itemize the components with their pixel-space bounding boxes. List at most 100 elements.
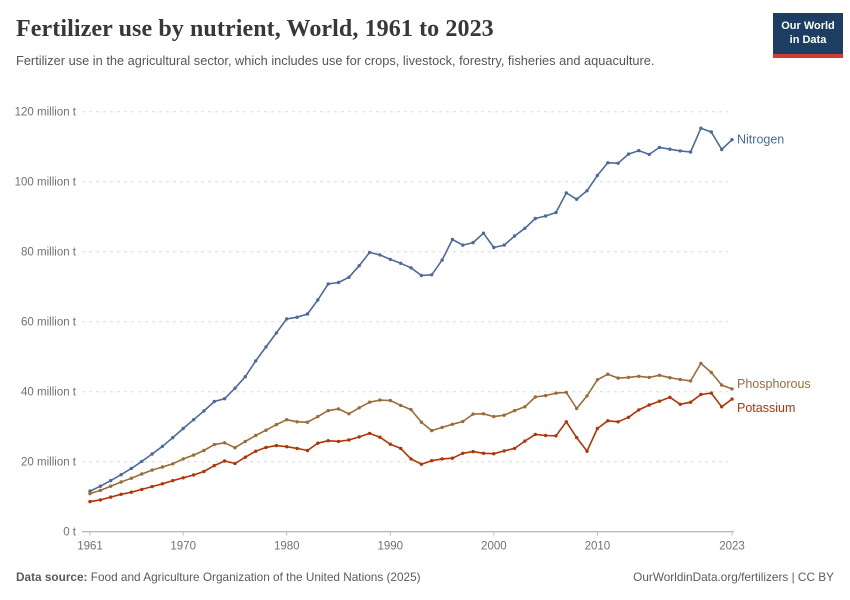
nitrogen-point-1963[interactable] <box>109 478 113 483</box>
potassium-point-1983[interactable] <box>316 441 320 445</box>
nitrogen-point-1977[interactable] <box>254 359 258 363</box>
phosphorous-point-1975[interactable] <box>233 446 237 450</box>
phosphorous-point-1992[interactable] <box>409 407 413 412</box>
phosphorous-point-1987[interactable] <box>357 406 361 410</box>
potassium-point-2002[interactable] <box>512 446 517 451</box>
nitrogen-point-1982[interactable] <box>305 312 310 316</box>
potassium-point-1978[interactable] <box>264 445 268 450</box>
nitrogen-point-2018[interactable] <box>678 149 682 153</box>
phosphorous-point-1994[interactable] <box>430 428 434 433</box>
phosphorous-point-1962[interactable] <box>98 488 103 493</box>
potassium-point-1967[interactable] <box>150 484 154 489</box>
nitrogen-point-2023[interactable] <box>730 138 734 142</box>
nitrogen-point-2011[interactable] <box>606 161 610 165</box>
phosphorous-point-1999[interactable] <box>481 412 486 416</box>
phosphorous-point-2017[interactable] <box>668 376 672 380</box>
nitrogen-point-2002[interactable] <box>512 234 517 238</box>
potassium-point-1985[interactable] <box>336 439 341 444</box>
nitrogen-point-1968[interactable] <box>160 444 165 448</box>
phosphorous-point-1996[interactable] <box>450 422 455 426</box>
potassium-point-2012[interactable] <box>616 420 620 424</box>
phosphorous-point-1985[interactable] <box>336 407 341 411</box>
potassium-point-1962[interactable] <box>98 498 103 502</box>
potassium-point-1990[interactable] <box>388 442 392 446</box>
phosphorous-point-2009[interactable] <box>585 394 589 398</box>
nitrogen-point-2021[interactable] <box>709 130 713 134</box>
phosphorous-point-2001[interactable] <box>502 413 506 417</box>
potassium-point-1982[interactable] <box>305 448 310 453</box>
potassium-point-2021[interactable] <box>709 391 713 395</box>
nitrogen-point-2022[interactable] <box>720 147 724 152</box>
potassium-point-1974[interactable] <box>222 459 227 463</box>
potassium-point-2001[interactable] <box>502 449 506 453</box>
potassium-point-1977[interactable] <box>254 449 258 453</box>
nitrogen-point-2015[interactable] <box>647 152 651 157</box>
nitrogen-point-1967[interactable] <box>150 452 154 456</box>
nitrogen-point-2008[interactable] <box>575 197 579 201</box>
potassium-point-2014[interactable] <box>637 408 641 412</box>
phosphorous-point-2010[interactable] <box>595 378 600 382</box>
potassium-point-2004[interactable] <box>533 432 537 437</box>
nitrogen-point-1976[interactable] <box>243 375 247 379</box>
phosphorous-point-1981[interactable] <box>295 420 299 424</box>
phosphorous-point-2004[interactable] <box>533 395 537 399</box>
potassium-point-1992[interactable] <box>409 457 413 461</box>
phosphorous-point-1961[interactable] <box>88 491 92 496</box>
potassium-point-2020[interactable] <box>699 392 703 397</box>
phosphorous-point-2022[interactable] <box>720 383 724 387</box>
phosphorous-point-1963[interactable] <box>109 484 113 488</box>
potassium-point-1995[interactable] <box>440 457 444 461</box>
nitrogen-point-2013[interactable] <box>626 152 631 156</box>
nitrogen-point-1995[interactable] <box>440 258 444 262</box>
phosphorous-point-1995[interactable] <box>440 425 444 430</box>
phosphorous-point-1989[interactable] <box>378 398 382 402</box>
phosphorous-point-1997[interactable] <box>461 419 465 424</box>
phosphorous-point-1991[interactable] <box>399 403 403 408</box>
phosphorous-point-1967[interactable] <box>150 468 154 472</box>
potassium-point-2006[interactable] <box>554 434 558 438</box>
potassium-point-1999[interactable] <box>481 451 486 455</box>
nitrogen-point-2020[interactable] <box>699 126 703 130</box>
nitrogen-point-1991[interactable] <box>399 261 403 265</box>
phosphorous-point-1979[interactable] <box>274 422 279 427</box>
nitrogen-point-1986[interactable] <box>347 275 351 279</box>
potassium-point-2007[interactable] <box>564 420 568 424</box>
phosphorous-point-1968[interactable] <box>160 465 165 469</box>
potassium-point-1986[interactable] <box>347 438 351 442</box>
phosphorous-point-2005[interactable] <box>543 393 548 398</box>
phosphorous-line[interactable] <box>89 362 733 495</box>
phosphorous-point-2014[interactable] <box>637 374 641 378</box>
nitrogen-point-2009[interactable] <box>585 189 589 193</box>
nitrogen-point-1969[interactable] <box>171 435 175 440</box>
potassium-point-1970[interactable] <box>181 476 185 480</box>
phosphorous-point-1993[interactable] <box>419 420 424 424</box>
nitrogen-point-1985[interactable] <box>336 280 341 285</box>
potassium-point-2023[interactable] <box>730 397 734 401</box>
nitrogen-point-2004[interactable] <box>533 216 537 221</box>
nitrogen-line[interactable] <box>89 127 733 492</box>
potassium-point-1997[interactable] <box>461 451 465 455</box>
potassium-point-2017[interactable] <box>668 395 672 399</box>
potassium-point-1988[interactable] <box>367 431 372 436</box>
nitrogen-point-1975[interactable] <box>233 386 237 390</box>
nitrogen-point-1971[interactable] <box>191 418 196 422</box>
phosphorous-point-2002[interactable] <box>512 408 517 413</box>
nitrogen-series-label[interactable]: Nitrogen <box>737 133 784 147</box>
phosphorous-point-2003[interactable] <box>523 405 527 409</box>
phosphorous-point-2008[interactable] <box>575 406 579 411</box>
potassium-point-1975[interactable] <box>233 461 237 466</box>
nitrogen-point-1980[interactable] <box>285 317 289 321</box>
phosphorous-point-1984[interactable] <box>326 408 330 413</box>
phosphorous-point-2016[interactable] <box>657 373 662 377</box>
credit-link[interactable]: OurWorldinData.org/fertilizers | CC BY <box>633 570 834 584</box>
nitrogen-point-1984[interactable] <box>326 282 330 286</box>
nitrogen-point-1964[interactable] <box>119 473 123 477</box>
nitrogen-point-2014[interactable] <box>637 148 641 153</box>
nitrogen-point-1992[interactable] <box>409 266 413 270</box>
nitrogen-point-2006[interactable] <box>554 210 558 215</box>
phosphorous-point-1980[interactable] <box>285 418 289 422</box>
potassium-series-label[interactable]: Potassium <box>737 401 795 415</box>
potassium-point-2003[interactable] <box>523 439 527 443</box>
potassium-point-1961[interactable] <box>88 499 92 504</box>
nitrogen-point-1987[interactable] <box>357 264 361 268</box>
